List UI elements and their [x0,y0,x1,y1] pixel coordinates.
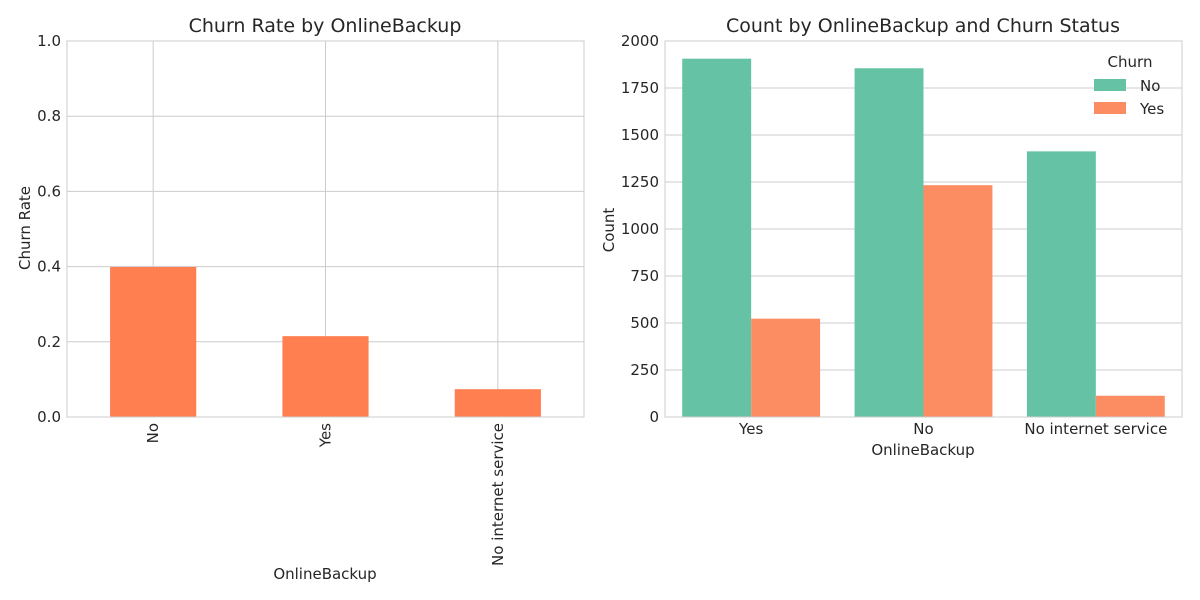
y-tick-label: 1750 [621,79,659,97]
x-tick-label: Yes [317,423,335,448]
y-tick-label: 2000 [621,32,659,50]
bars [682,58,1165,418]
y-ticks: 0 250 500 750 1000 1250 1500 1750 2000 [621,32,659,426]
bar [282,336,369,417]
x-tick-label: No [144,423,162,443]
x-tick-label: No internet service [489,423,507,566]
bar-no [1026,151,1096,417]
legend-swatch-yes [1094,102,1126,114]
x-ticks: Yes No No internet service [738,420,1167,438]
bar-no [854,68,924,417]
y-ticks: 0.0 0.2 0.4 0.6 0.8 1.0 [37,32,61,426]
bar-yes [923,185,993,417]
bar-yes [1095,395,1165,417]
y-tick-label: 0.0 [37,408,61,426]
y-tick-label: 1000 [621,220,659,238]
legend: Churn No Yes [1094,53,1164,118]
bar-yes [751,318,821,417]
y-tick-label: 0.6 [37,182,61,200]
legend-swatch-no [1094,79,1126,91]
legend-label-yes: Yes [1139,100,1164,118]
y-axis-label: Count [600,208,618,253]
plot-frame [66,40,585,418]
y-tick-label: 1250 [621,173,659,191]
legend-label-no: No [1140,77,1160,95]
x-tick-label: No internet service [1024,420,1167,438]
x-tick-label: Yes [738,420,763,438]
y-tick-label: 0.2 [37,333,61,351]
y-tick-label: 1.0 [37,32,61,50]
y-tick-label: 0.8 [37,107,61,125]
y-tick-label: 1500 [621,126,659,144]
x-ticks: No Yes No internet service [144,423,507,566]
y-axis-label: Churn Rate [16,186,34,270]
y-tick-label: 500 [630,314,659,332]
y-tick-label: 750 [630,267,659,285]
y-tick-label: 0.4 [37,258,61,276]
legend-title: Churn [1108,53,1153,71]
x-axis-label: OnlineBackup [273,565,376,583]
chart-title: Churn Rate by OnlineBackup [189,15,462,37]
churn-rate-chart: 0.0 0.2 0.4 0.6 0.8 1.0 No Yes No internet serv… [16,15,585,583]
bars [110,266,541,417]
y-tick-label: 0 [649,408,659,426]
x-tick-label: No [913,420,933,438]
bar-no [682,58,752,418]
chart-title: Count by OnlineBackup and Churn Status [726,15,1120,37]
x-axis-label: OnlineBackup [871,441,974,459]
bar [110,266,197,417]
bar [454,389,541,417]
y-tick-label: 250 [630,361,659,379]
churn-count-chart: 0 250 500 750 1000 1250 1500 1750 2000 Yes No No i… [600,15,1183,459]
plot-frame [664,40,1183,418]
